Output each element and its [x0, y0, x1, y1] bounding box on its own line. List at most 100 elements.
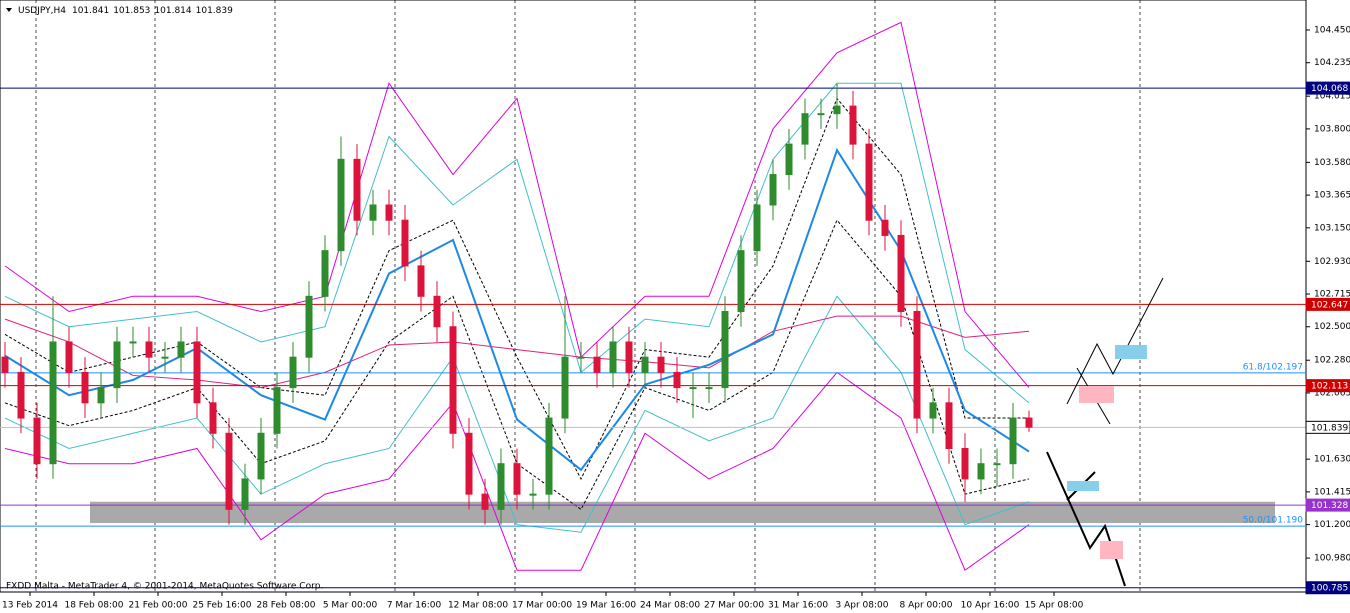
candle-body [257, 432, 265, 480]
price-tag-label: 100.785 [1311, 584, 1348, 594]
candle-body [961, 447, 969, 480]
price-tag-label: 102.113 [1311, 382, 1348, 392]
indicator-line [4, 315, 1030, 389]
price-tag [1305, 81, 1350, 95]
price-tag [1305, 581, 1350, 595]
candle-body [321, 250, 329, 297]
candle-body [721, 311, 729, 389]
candle-body [817, 113, 825, 116]
y-tick-label: 102.930 [1314, 257, 1350, 267]
candle-body [641, 356, 649, 373]
candle-body [49, 341, 57, 465]
target-box [1067, 481, 1099, 491]
candle-body [609, 341, 617, 373]
price-tag [1305, 297, 1350, 311]
candle-body [193, 341, 201, 404]
candle-body [433, 295, 441, 328]
target-box [1100, 541, 1123, 559]
candle-body [385, 204, 393, 221]
candle-body [481, 493, 489, 510]
candle-body [913, 311, 921, 419]
target-box [1115, 345, 1147, 359]
symbol: USDJPY,H4 [18, 6, 66, 16]
price-tag-label: 101.839 [1311, 423, 1348, 433]
indicator-line [4, 21, 1030, 388]
price-tag [1305, 379, 1350, 393]
candle-body [881, 219, 889, 236]
support-zone [90, 501, 1275, 524]
candle-body [657, 356, 665, 373]
candle-body [769, 174, 777, 206]
candle-body [849, 105, 857, 145]
candle-body [545, 417, 553, 495]
indicator-line [4, 295, 1030, 533]
y-tick-label: 102.065 [1314, 388, 1350, 398]
candle-body [209, 402, 217, 434]
x-tick-label: 12 Mar 08:00 [448, 601, 508, 611]
x-tick-label: 31 Mar 16:00 [768, 601, 828, 611]
candle-body [337, 158, 345, 252]
candle-body [273, 387, 281, 434]
x-tick-label: 10 Apr 16:00 [961, 601, 1020, 611]
indicator-line [4, 147, 1030, 472]
candle-body [577, 356, 585, 359]
candle-body [1, 356, 9, 373]
target-box [1079, 386, 1114, 403]
y-tick-label: 100.980 [1314, 554, 1350, 564]
y-tick-label: 104.015 [1314, 92, 1350, 102]
indicator-line [4, 219, 1030, 511]
candle-body [177, 341, 185, 358]
candle-body [945, 402, 953, 449]
x-tick-label: 21 Feb 00:00 [128, 601, 187, 611]
candle-body [753, 204, 761, 252]
fib-label: 50.0/101.190 [1243, 516, 1304, 526]
candle-body [593, 356, 601, 373]
candle-body [705, 387, 713, 390]
candle-body [1025, 417, 1033, 428]
x-tick-label: 13 Feb 2014 [2, 601, 58, 611]
candle-body [417, 265, 425, 297]
candle-body [81, 371, 89, 404]
candle-body [689, 387, 697, 390]
indicator-line [4, 371, 1030, 572]
candle-body [65, 341, 73, 373]
candle-body [737, 250, 745, 313]
x-tick-label: 7 Mar 16:00 [387, 601, 442, 611]
price-tag [1305, 420, 1350, 434]
candle-body [529, 493, 537, 496]
candle-body [145, 341, 153, 358]
plot-layer [0, 21, 1306, 589]
price-tag-label: 101.328 [1311, 501, 1348, 511]
candle-body [161, 356, 169, 359]
y-tick-label: 104.450 [1314, 25, 1350, 35]
candle-body [929, 402, 937, 419]
ohlc-value: 101.814 [154, 6, 191, 16]
y-tick-label: 103.580 [1314, 158, 1350, 168]
candle-body [401, 219, 409, 267]
header: USDJPY,H4 101.841 101.853 101.814 101.839 [18, 6, 233, 16]
candle-body [977, 463, 985, 480]
candle-body [369, 204, 377, 221]
candle-body [993, 463, 1001, 466]
y-tick-label: 101.630 [1314, 455, 1350, 465]
x-tick-label: 5 Mar 00:00 [323, 601, 378, 611]
y-tick-label: 102.280 [1314, 356, 1350, 366]
candle-body [113, 341, 121, 389]
y-tick-label: 101.200 [1314, 520, 1350, 530]
x-tick-label: 25 Feb 16:00 [192, 601, 251, 611]
candle-body [865, 143, 873, 221]
x-tick-label: 19 Mar 16:00 [576, 601, 636, 611]
ohlc-value: 101.839 [196, 6, 233, 16]
x-tick-label: 24 Mar 08:00 [640, 601, 700, 611]
y-tick-label: 104.235 [1314, 58, 1350, 68]
x-tick-label: 27 Mar 00:00 [704, 601, 764, 611]
candle-body [129, 341, 137, 344]
candle-body [17, 371, 25, 419]
menu-arrow[interactable] [6, 8, 12, 12]
candle-body [225, 432, 233, 510]
candle-body [801, 113, 809, 145]
footer: FXDD Malta - MetaTrader 4, © 2001-2014, … [6, 582, 323, 592]
candle-body [449, 326, 457, 434]
projection-up [1066, 277, 1164, 405]
